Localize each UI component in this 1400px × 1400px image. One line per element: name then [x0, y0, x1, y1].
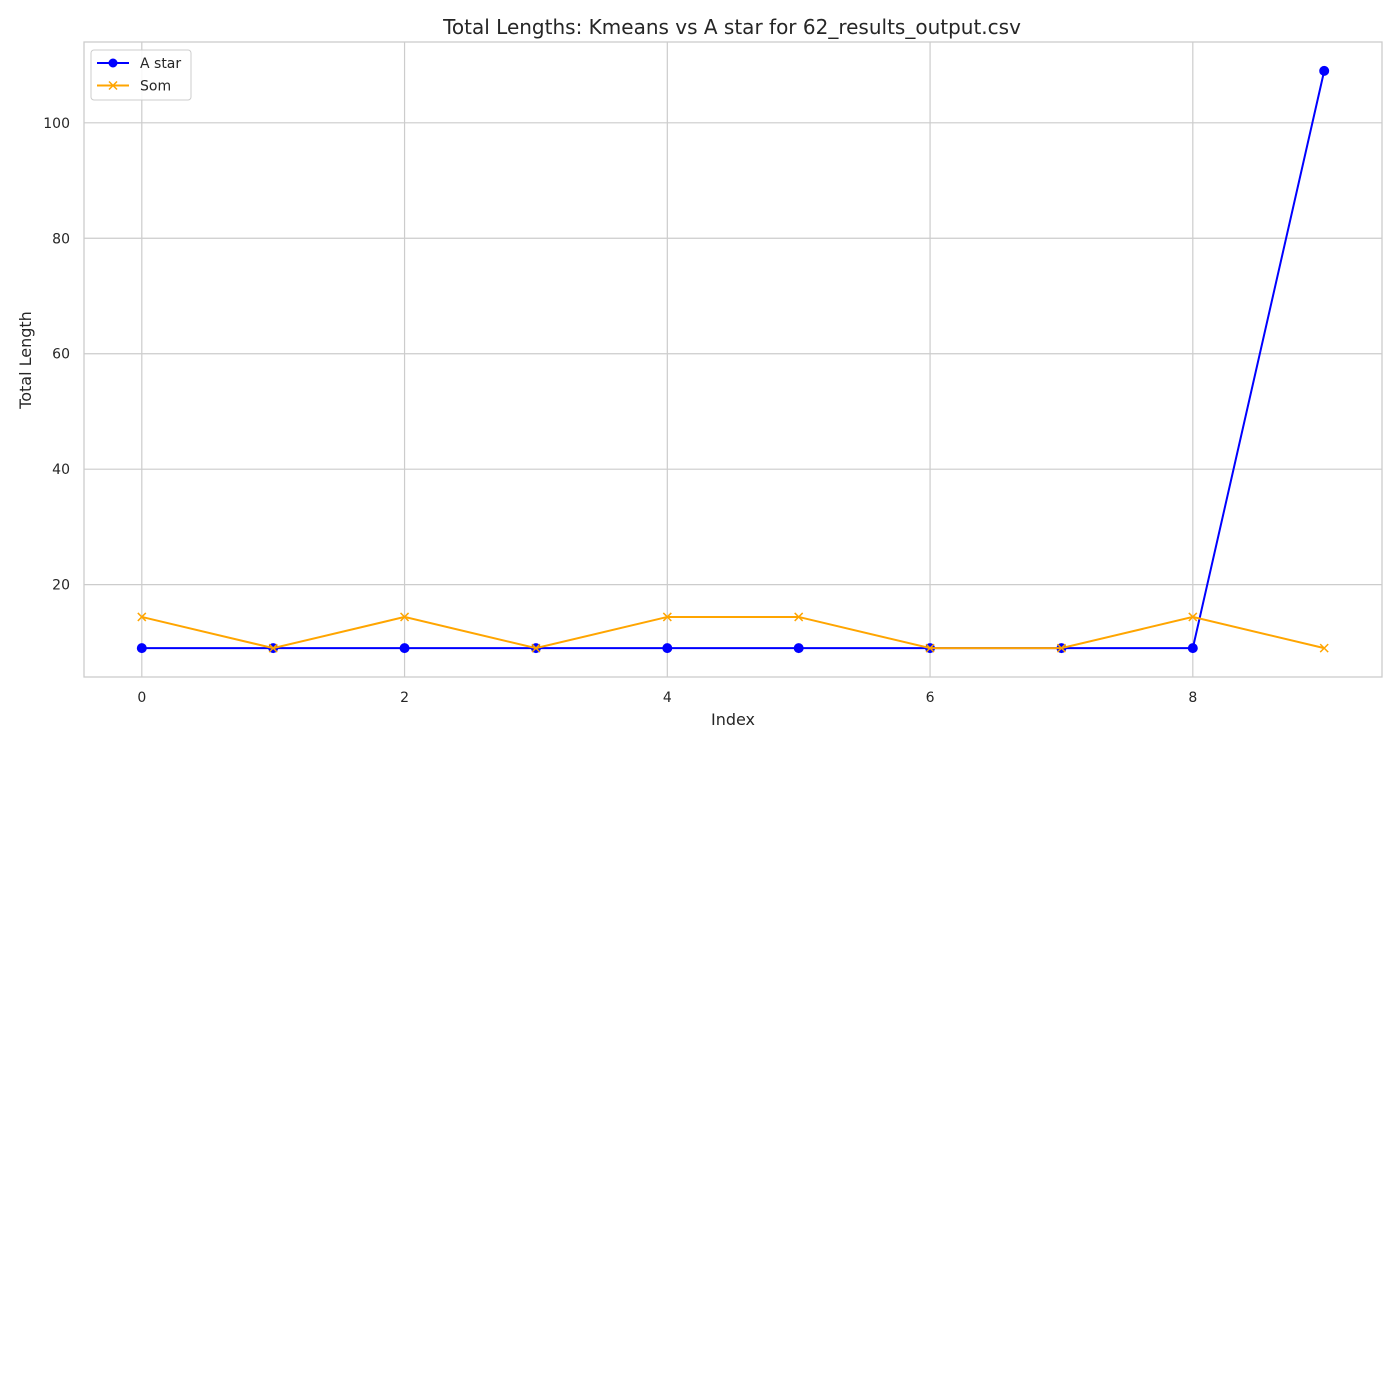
data-point-som-stroke	[268, 643, 278, 653]
data-point-som-stroke	[400, 612, 410, 622]
data-point-a-star	[662, 643, 673, 654]
data-point-som	[400, 612, 410, 622]
data-point-som-stroke	[1188, 612, 1198, 622]
data-point-som	[1188, 612, 1198, 622]
data-point-som	[1056, 643, 1066, 653]
y-tick-label: 20	[52, 578, 70, 594]
legend: A star Som	[90, 49, 192, 101]
plot-frame	[83, 41, 1383, 678]
y-tick-label: 80	[52, 231, 70, 247]
y-tick-labels: 20 40 60 80 100	[43, 116, 70, 594]
series-som	[137, 612, 1329, 653]
legend-item-a-star: A star	[97, 56, 181, 72]
data-point-som	[268, 643, 278, 653]
data-point-som	[137, 612, 147, 622]
data-point-som-stroke	[662, 612, 672, 622]
data-point-som	[925, 643, 935, 653]
chart-title: Total Lengths: Kmeans vs A star for 62_r…	[442, 15, 1021, 39]
x-tick-label: 2	[400, 690, 409, 706]
data-point-som-stroke	[1319, 643, 1329, 653]
data-point-a-star	[136, 643, 147, 654]
data-point-som-stroke	[1056, 643, 1066, 653]
data-point-a-star	[399, 643, 410, 654]
x-tick-label: 6	[926, 690, 935, 706]
data-point-a-star	[1319, 65, 1330, 76]
legend-item-som: Som	[97, 79, 171, 95]
y-axis-label: Total Length	[16, 311, 35, 410]
data-point-som	[531, 643, 541, 653]
series-line-som	[141, 615, 1325, 650]
data-point-som	[1319, 643, 1329, 653]
x-tick-label: 8	[1188, 690, 1197, 706]
data-point-som	[794, 612, 804, 622]
data-point-som-stroke	[925, 643, 935, 653]
y-tick-label: 100	[43, 116, 70, 132]
x-tick-label: 0	[137, 690, 146, 706]
data-point-som-stroke	[137, 612, 147, 622]
data-point-som-stroke	[531, 643, 541, 653]
series-line-a-star	[141, 70, 1326, 650]
legend-marker-som	[108, 80, 118, 91]
data-point-a-star	[1187, 643, 1198, 654]
grid	[84, 42, 1382, 677]
x-tick-labels: 0 2 4 6 8	[137, 690, 1197, 706]
data-point-som-stroke	[794, 612, 804, 622]
y-tick-label: 60	[52, 347, 70, 363]
legend-marker-som-stroke	[108, 80, 118, 91]
x-axis-label: Index	[711, 710, 755, 729]
data-point-som	[662, 612, 672, 622]
legend-label-a-star: A star	[140, 56, 181, 72]
legend-marker-a-star	[108, 58, 118, 68]
y-tick-label: 40	[52, 462, 70, 478]
legend-label-som: Som	[140, 79, 171, 95]
series-layer	[136, 65, 1330, 654]
x-tick-label: 4	[663, 690, 672, 706]
data-point-a-star	[793, 643, 804, 654]
